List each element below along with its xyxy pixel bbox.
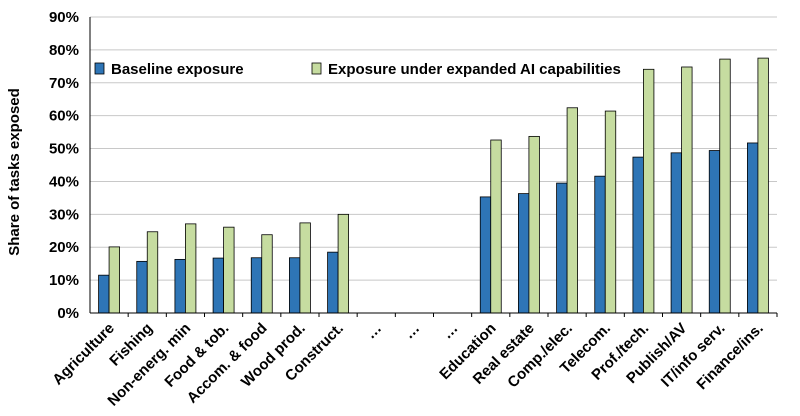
legend-label-expanded: Exposure under expanded AI capabilities: [328, 61, 621, 78]
legend: Baseline exposure Exposure under expande…: [94, 61, 621, 78]
bar-baseline: [327, 251, 339, 314]
bar-baseline: [670, 152, 682, 314]
x-tick-label: Agriculture: [49, 320, 118, 389]
bar-expanded: [223, 226, 235, 314]
bar-baseline: [747, 142, 759, 314]
bar-baseline: [479, 196, 492, 314]
x-tick-label: …: [362, 320, 385, 343]
x-tick-label: …: [439, 320, 462, 343]
y-tick-label: 80%: [49, 42, 79, 59]
bar-expanded: [681, 66, 693, 314]
bar-baseline: [632, 156, 644, 314]
bar-baseline: [174, 258, 186, 314]
bars: [98, 57, 769, 314]
y-tick-label: 70%: [49, 75, 79, 92]
bar-expanded: [643, 68, 655, 314]
y-tick-label: 40%: [49, 173, 79, 190]
bar-expanded: [604, 110, 617, 314]
bar-baseline: [556, 182, 568, 314]
bar-expanded: [719, 58, 731, 314]
legend-swatch-expanded: [311, 62, 322, 75]
bar-expanded: [108, 246, 120, 314]
y-tick-label: 30%: [49, 206, 79, 223]
y-tick-label: 50%: [49, 141, 79, 158]
gridlines: [90, 16, 777, 281]
y-axis-label: Share of tasks exposed: [6, 88, 23, 256]
y-tick-label: 60%: [49, 108, 79, 125]
x-tick-label: …: [401, 320, 424, 343]
bar-baseline: [594, 175, 606, 314]
bar-expanded: [146, 231, 159, 314]
bar-expanded: [185, 223, 197, 314]
y-tick-labels: 0% 10% 20% 30% 40% 50% 60% 70% 80% 90%: [49, 9, 79, 322]
legend-label-baseline: Baseline exposure: [111, 61, 244, 78]
y-tick-label: 10%: [49, 272, 79, 289]
bar-baseline: [708, 150, 721, 314]
y-tick-label: 20%: [49, 239, 79, 256]
legend-swatch-baseline: [94, 62, 105, 75]
bar-baseline: [98, 274, 110, 314]
bar-expanded: [299, 222, 311, 314]
bar-expanded: [566, 107, 578, 314]
bar-baseline: [518, 193, 530, 314]
bar-baseline: [212, 257, 224, 314]
bar-baseline: [136, 260, 148, 314]
y-tick-label: 90%: [49, 9, 79, 26]
y-tick-label: 0%: [57, 305, 79, 322]
bar-expanded: [528, 135, 540, 314]
bar-expanded: [337, 213, 349, 314]
bar-baseline: [250, 257, 263, 314]
bar-expanded: [261, 234, 273, 314]
bar-expanded: [757, 57, 769, 314]
bar-expanded: [490, 139, 502, 314]
bar-baseline: [289, 257, 301, 314]
